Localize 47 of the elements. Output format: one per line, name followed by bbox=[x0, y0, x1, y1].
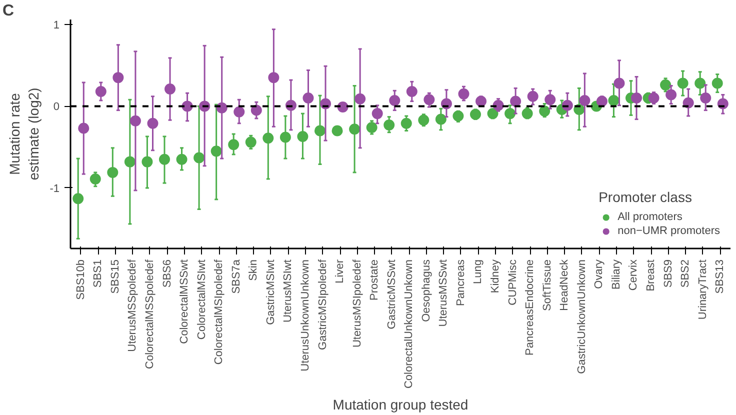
x-tick-label: PancreasEndocrine bbox=[524, 259, 536, 356]
x-tick-label: ColorectalMSIwt bbox=[196, 260, 208, 340]
x-tick-label: GastricMSSwt bbox=[386, 259, 398, 330]
x-tick-label: CUPMisc bbox=[506, 259, 519, 306]
legend-title: Promoter class bbox=[598, 189, 693, 205]
y-axis-title: Mutation rate estimate (log2) bbox=[6, 88, 42, 180]
x-tick-label: SBS2 bbox=[680, 259, 692, 288]
x-tick-label: SoftTissue bbox=[541, 259, 554, 312]
y-tick-label: -1 bbox=[50, 182, 60, 195]
y-tick-label: 0 bbox=[53, 101, 60, 114]
x-tick-label: SBS1 bbox=[92, 259, 104, 288]
x-tick-label: Cervix bbox=[628, 259, 640, 291]
x-tick-label: GastricMSIwt bbox=[264, 259, 277, 325]
x-tick-label: ColorectalUnkownUnkown bbox=[403, 259, 416, 389]
x-tick-label: Breast bbox=[645, 259, 658, 292]
x-tick-label: ColorectalMSSwt bbox=[178, 260, 191, 344]
x-tick-label: SBS10b bbox=[74, 259, 87, 300]
x-tick-label: HeadNeck bbox=[558, 259, 571, 311]
x-tick-label: ColorectalMSIpoledef bbox=[213, 258, 226, 365]
x-tick-label: Ovary bbox=[593, 259, 606, 289]
x-tick-label: SBS7a bbox=[230, 258, 242, 294]
x-tick-label: Kidney bbox=[490, 259, 502, 294]
x-tick-label: Pancreas bbox=[454, 259, 467, 306]
x-tick-label: SBS15 bbox=[109, 259, 122, 294]
x-tick-label: UterusMSIwt bbox=[282, 259, 294, 322]
x-tick-label: SBS13 bbox=[714, 259, 726, 294]
x-tick-label: ColorectalMSSpoledef bbox=[144, 258, 156, 369]
legend-label: non−UMR promoters bbox=[618, 224, 720, 238]
legend-label: All promoters bbox=[618, 210, 682, 224]
text: C bbox=[2, 2, 14, 20]
x-tick-label: Lung bbox=[472, 259, 484, 284]
x-tick-label: Biliary bbox=[610, 259, 622, 290]
x-tick-label: Oesophagus bbox=[420, 259, 432, 322]
x-tick-label: Liver bbox=[334, 259, 346, 284]
x-tick-label: UterusUnkownUnkown bbox=[299, 259, 312, 372]
x-tick-label: Skin bbox=[248, 259, 260, 281]
x-tick-label: UterusMSIpoledef bbox=[351, 258, 364, 348]
x-tick-label: UterusMSSpoledef bbox=[126, 258, 139, 352]
x-tick-label: UterusMSSwt bbox=[438, 259, 450, 327]
x-tick-label: UrinaryTract bbox=[696, 259, 709, 320]
x-tick-label: SBS6 bbox=[161, 259, 174, 288]
y-tick-label: 1 bbox=[53, 19, 60, 32]
x-tick-label: Prostate bbox=[368, 259, 381, 300]
x-axis-title: Mutation group tested bbox=[332, 396, 468, 413]
x-tick-label: SBS9 bbox=[662, 259, 674, 288]
x-tick-label: GastricUnkownUnkown bbox=[576, 259, 588, 374]
x-tick-label: GastricMSIpoledef bbox=[316, 258, 329, 350]
